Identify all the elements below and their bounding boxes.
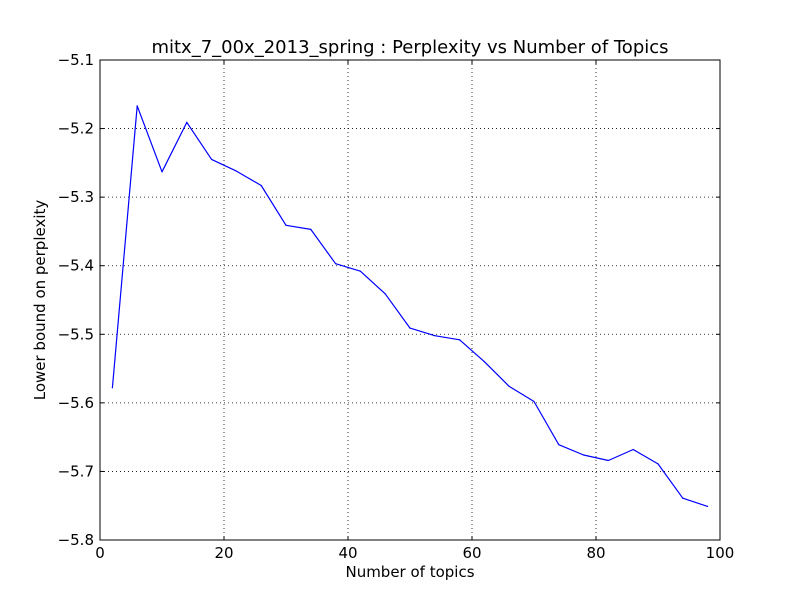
data-point (384, 293, 386, 295)
data-point (459, 339, 461, 341)
data-point (533, 400, 535, 403)
x-tick-label: 40 (338, 544, 357, 562)
data-point (583, 454, 585, 456)
data-point (409, 327, 411, 329)
y-tick-label: −5.7 (58, 462, 94, 480)
data-point (707, 505, 709, 507)
plot-area (100, 60, 720, 540)
data-point (335, 263, 337, 265)
data-point (359, 270, 361, 272)
chart-title: mitx_7_00x_2013_spring : Perplexity vs N… (151, 37, 668, 58)
data-point (111, 387, 113, 389)
series-layer (111, 105, 709, 507)
data-point (607, 459, 610, 462)
data-point (136, 105, 138, 107)
data-point (682, 497, 684, 499)
y-tick-label: −5.6 (58, 394, 94, 412)
data-point (260, 184, 262, 187)
x-tick-label: 60 (462, 544, 481, 562)
y-tick-label: −5.4 (58, 257, 94, 275)
data-point (211, 158, 213, 161)
y-tick-label: −5.8 (58, 531, 94, 549)
data-point (285, 224, 287, 226)
data-point (235, 170, 237, 172)
gridlines (100, 60, 720, 540)
data-point (434, 335, 436, 337)
data-point (558, 444, 560, 446)
x-tick-label: 0 (95, 544, 105, 562)
data-point (483, 361, 485, 363)
x-tick-label: 80 (586, 544, 605, 562)
data-point (161, 171, 163, 173)
x-tick-label: 20 (214, 544, 233, 562)
plot-frame (99, 59, 721, 541)
y-axis-label: Lower bound on perplexity (31, 200, 49, 401)
data-point (657, 463, 659, 465)
y-tick-label: −5.1 (58, 51, 94, 69)
data-point (632, 448, 634, 451)
data-point (508, 385, 510, 387)
y-tick-label: −5.5 (58, 325, 94, 343)
data-point (310, 228, 312, 230)
x-axis-label: Number of topics (345, 563, 474, 581)
y-tick-label: −5.2 (58, 120, 94, 138)
y-tick-label: −5.3 (58, 188, 94, 206)
data-point (186, 121, 188, 123)
x-tick-label: 100 (706, 544, 735, 562)
ticks: 0 20 40 60 80 100 −5.1 −5.2 −5.3 −5.4 −5.5 −5.6 −5.7… (58, 51, 735, 562)
